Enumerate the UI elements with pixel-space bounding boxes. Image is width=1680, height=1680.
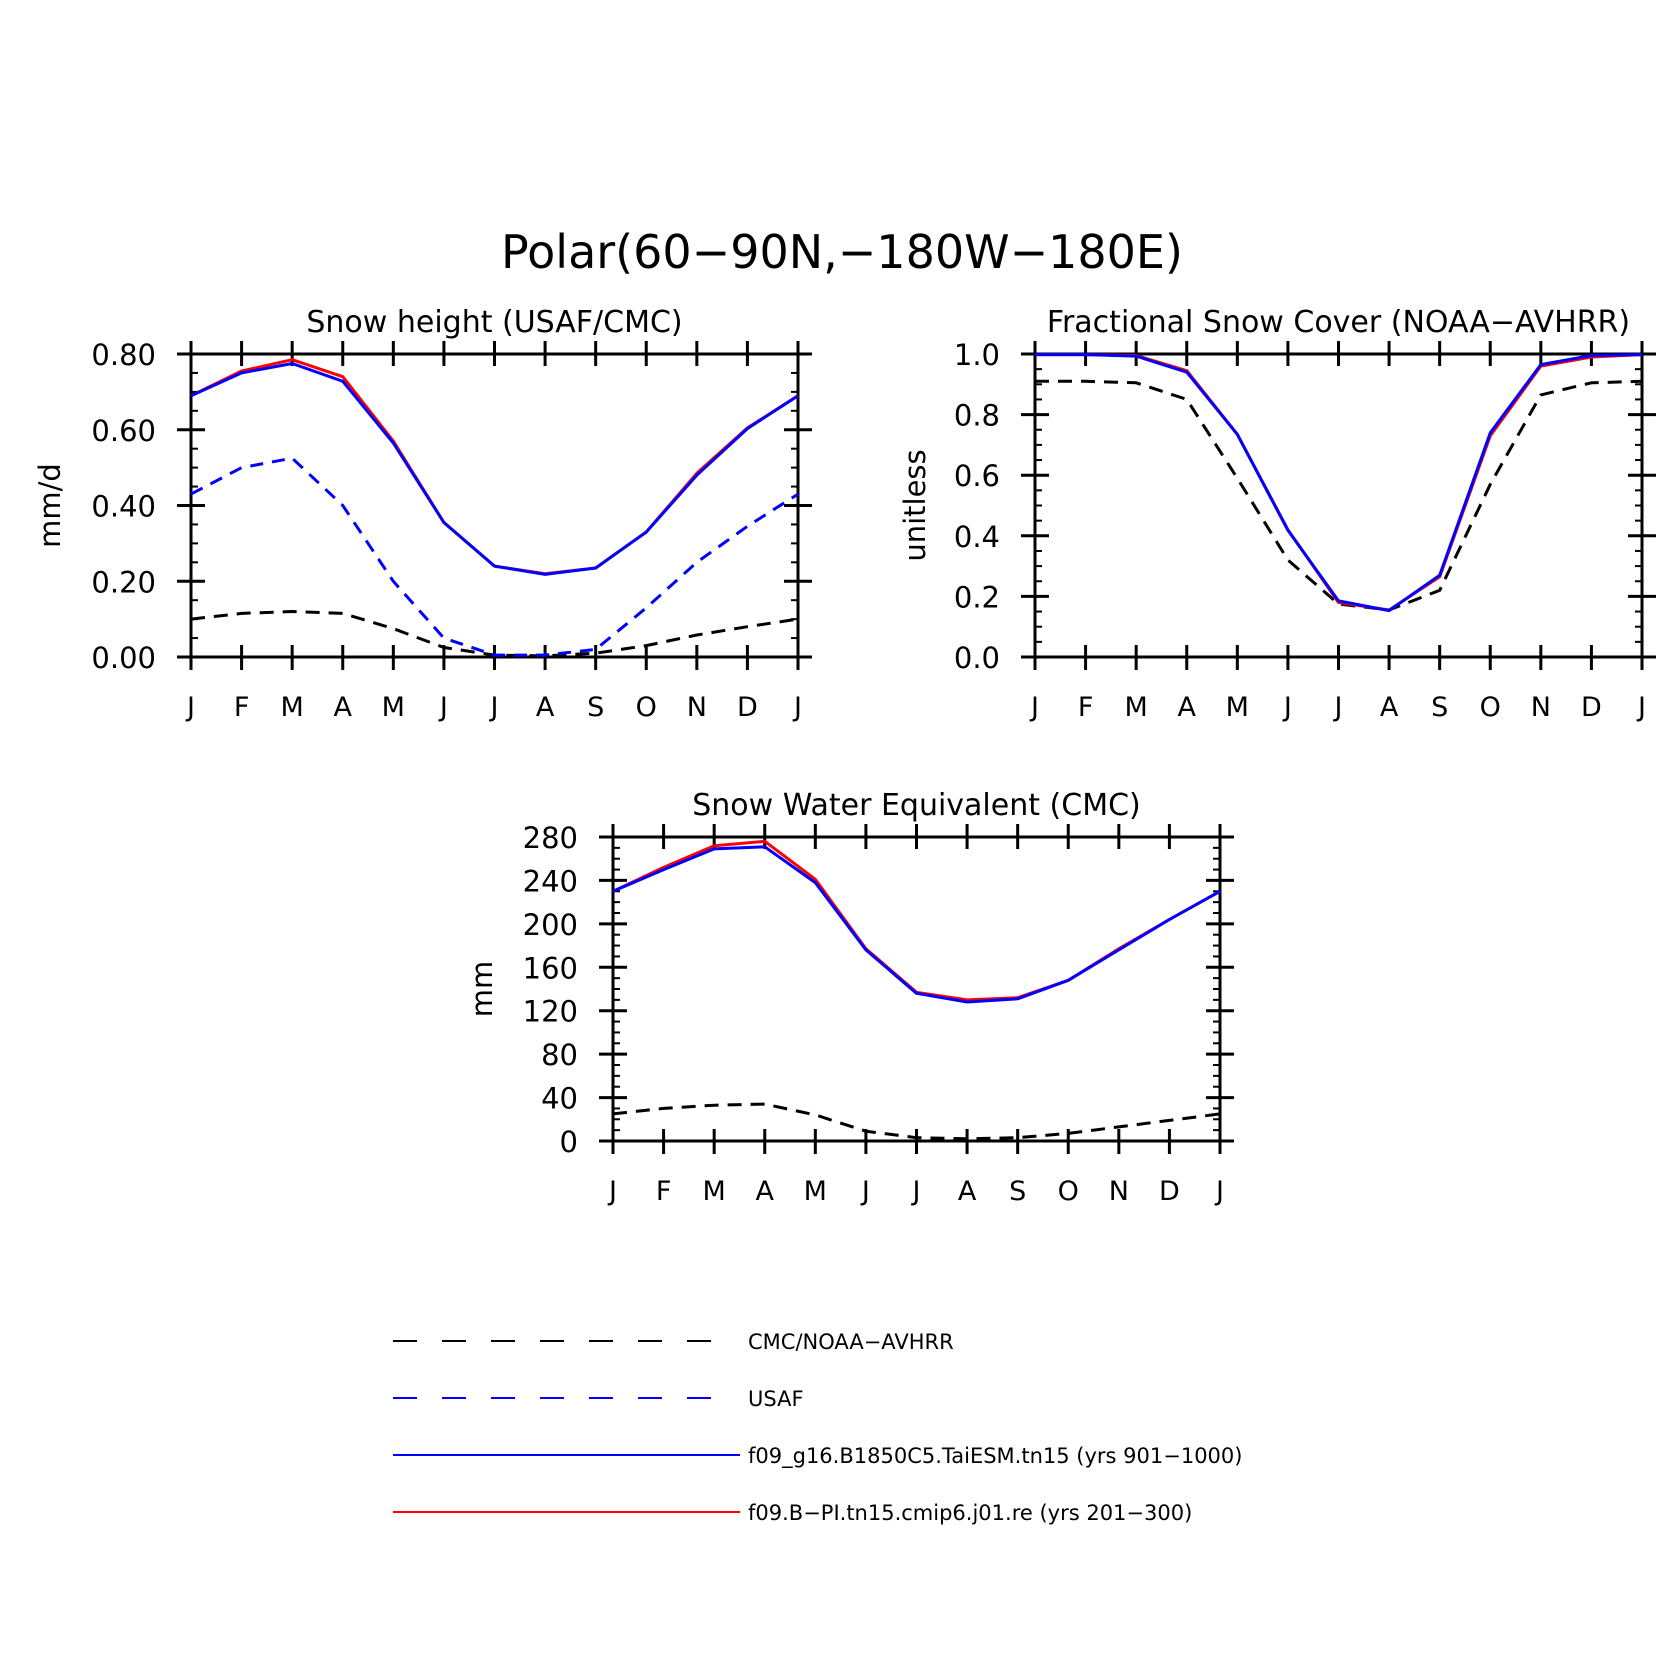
x-tick-label: A [958,1176,977,1207]
y-tick-label: 0.2 [954,580,1000,614]
y-tick-label: 0.6 [954,459,1000,493]
y-axis-label: mm/d [33,463,67,548]
panel-title: Snow Water Equivalent (CMC) [692,788,1140,823]
legend-label: USAF [748,1387,804,1411]
figure-title: Polar(60−90N,−180W−180E) [501,225,1183,279]
x-tick-label: N [687,692,707,723]
x-tick-label: J [185,692,195,723]
y-axis-label: unitless [898,449,932,561]
y-tick-label: 120 [523,995,578,1029]
y-tick-label: 40 [541,1082,578,1116]
y-tick-label: 280 [523,821,578,855]
series-line-usaf [190,456,799,657]
y-tick-label: 0.0 [954,641,1000,675]
chart-panel-1: Snow height (USAF/CMC) mm/d 0.00 0.20 0.40 0.… [33,305,812,723]
x-tick-label: J [1029,692,1039,723]
series-line-cmip6 [612,839,1221,1002]
x-tick-label: M [382,692,405,723]
x-tick-label: A [1178,692,1197,723]
x-tick-label: S [1009,1176,1026,1207]
y-tick-label: 0.20 [91,565,156,599]
x-tick-label: J [1333,692,1343,723]
series-line-obs [1035,379,1643,612]
plot-frame [1033,352,1644,659]
y-tick-label: 0.4 [954,520,1000,554]
x-tick-label: N [1109,1176,1129,1207]
x-tick-label: J [438,692,448,723]
y-tick-label: 0.40 [91,490,156,524]
series-line-taiesm [612,845,1221,1004]
x-tick-label: F [656,1176,672,1207]
legend-label: CMC/NOAA−AVHRR [748,1330,954,1354]
x-tick-label: F [1078,692,1094,723]
y-tick-label: 0.80 [91,338,156,372]
x-tick-label: J [489,692,499,723]
panel-title: Fractional Snow Cover (NOAA−AVHRR) [1047,305,1630,340]
x-tick-label: A [536,692,555,723]
x-tick-label: J [1282,692,1292,723]
y-axis-label: mm [465,961,499,1018]
x-tick-label: O [1480,692,1501,723]
x-tick-label: J [911,1176,921,1207]
chart-panel-2: Fractional Snow Cover (NOAA−AVHRR) unitle… [898,305,1656,723]
y-tick-label: 1.0 [954,338,1000,372]
y-tick-label: 200 [523,908,578,942]
panel-title: Snow height (USAF/CMC) [306,305,682,340]
x-tick-label: M [1125,692,1148,723]
x-tick-label: M [1226,692,1249,723]
x-tick-label: J [792,692,802,723]
chart-panel-3: Snow Water Equivalent (CMC) mm 0 40 80 120 160… [465,788,1234,1207]
plot-frame [189,352,800,659]
legend: CMC/NOAA−AVHRR USAF f09_g16.B1850C5.TaiESM… [393,1330,1242,1525]
y-tick-label: 0 [560,1125,578,1159]
y-tick-label: 80 [541,1038,578,1072]
x-tick-label: M [703,1176,726,1207]
legend-label: f09.B−PI.tn15.cmip6.j01.re (yrs 201−300) [748,1501,1192,1525]
x-tick-label: J [1214,1176,1224,1207]
series-line-taiesm [1035,353,1643,613]
x-tick-label: N [1531,692,1551,723]
x-tick-label: S [587,692,604,723]
plot-frame [611,835,1222,1143]
panels-group: Snow height (USAF/CMC)mm/d0.000.200.400.… [33,305,1656,1207]
series-line-obs [612,1102,1221,1141]
y-tick-label: 160 [523,951,578,985]
x-tick-label: M [804,1176,827,1207]
x-tick-label: A [1380,692,1399,723]
x-tick-label: F [234,692,250,723]
y-tick-label: 0.8 [954,399,1000,433]
legend-label: f09_g16.B1850C5.TaiESM.tn15 (yrs 901−100… [748,1444,1242,1469]
x-tick-label: S [1431,692,1448,723]
x-tick-label: D [1159,1176,1180,1207]
x-tick-label: J [860,1176,870,1207]
x-tick-label: A [756,1176,775,1207]
x-tick-label: J [607,1176,617,1207]
x-tick-label: O [1058,1176,1079,1207]
x-tick-label: J [1636,692,1646,723]
x-tick-label: D [737,692,758,723]
x-tick-label: D [1581,692,1602,723]
y-tick-label: 0.60 [91,414,156,448]
x-tick-label: M [281,692,304,723]
y-tick-label: 240 [523,864,578,898]
x-tick-label: O [636,692,657,723]
x-tick-label: A [334,692,353,723]
y-tick-label: 0.00 [91,641,156,675]
series-line-taiesm [190,362,799,576]
